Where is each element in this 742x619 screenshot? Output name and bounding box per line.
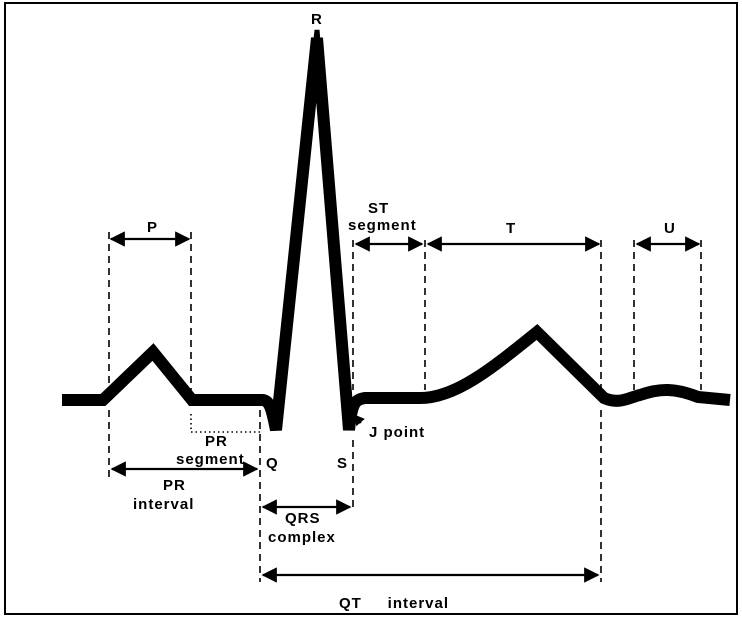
s-label: S — [337, 455, 348, 472]
p-label: P — [147, 219, 158, 236]
r-label: R — [311, 11, 323, 28]
t-label: T — [506, 220, 516, 237]
st-label-line1: ST — [368, 200, 389, 217]
st-label-line2: segment — [348, 217, 417, 234]
pr-segment-label-line1: PR — [205, 433, 228, 450]
pr-interval-label-line2: interval — [133, 496, 194, 513]
qrs-label-line2: complex — [268, 529, 336, 546]
j-point-pointer — [353, 414, 365, 427]
ecg-waveform — [62, 37, 731, 432]
qrs-label-line1: QRS — [285, 510, 321, 527]
qrs-spike — [271, 29, 354, 429]
pr-interval-label-line1: PR — [163, 477, 186, 494]
u-label: U — [664, 220, 676, 237]
qt-interval-label: QT interval — [339, 595, 449, 612]
pr-segment-label-line2: segment — [176, 451, 245, 468]
diagram-border — [4, 2, 738, 615]
pr-segment-bracket — [190, 414, 262, 433]
j-point-label: J point — [369, 424, 425, 441]
q-label: Q — [266, 455, 279, 472]
